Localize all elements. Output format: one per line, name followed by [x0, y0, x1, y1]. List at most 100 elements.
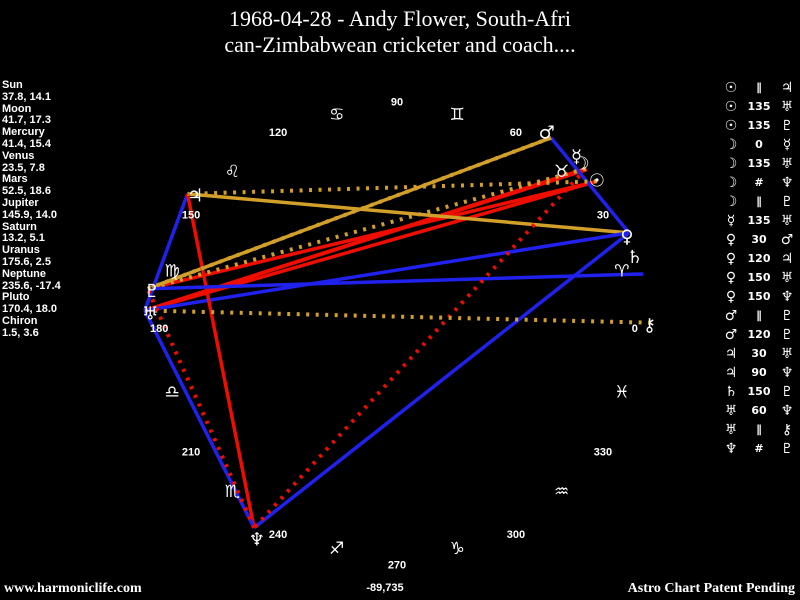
aspect-line-uranus-chiron: [144, 308, 650, 325]
aspect-type: 135: [747, 100, 771, 113]
aspect-row: ♀ 150 ♆: [720, 287, 798, 306]
uranus-glyph: ♅: [724, 402, 738, 419]
sign-gemini-icon: ♊: [450, 105, 465, 125]
aspect-row: ♀ 120 ♃: [720, 249, 798, 268]
sun-glyph: ☉: [724, 117, 738, 134]
jupiter-glyph: ♃: [724, 345, 738, 362]
aspect-type: 60: [751, 404, 767, 417]
sun-position-value: 37.8, 14.1: [2, 90, 51, 103]
aspect-row: ♄ 150 ♇: [720, 382, 798, 401]
sign-leo-icon: ♌: [225, 162, 240, 182]
aspect-type: #: [754, 176, 764, 189]
venus-planet-glyph: ♀: [620, 227, 633, 248]
aspect-row: ♀ 150 ♅: [720, 268, 798, 287]
aspect-row: ♆ # ♇: [720, 439, 798, 458]
degree-tick-210: 210: [182, 446, 200, 458]
uranus-glyph: ♅: [780, 269, 794, 286]
neptune-glyph: ♆: [780, 402, 794, 419]
degree-tick-0: 0: [632, 323, 638, 335]
saturn-glyph: ♄: [724, 383, 738, 400]
mars-label: Mars: [2, 173, 28, 186]
venus-glyph: ♀: [725, 288, 737, 305]
aspect-row: ♂ ∥ ♇: [720, 306, 798, 325]
sign-taurus-icon: ♉: [554, 162, 569, 182]
aspect-line-saturn-pluto: [147, 272, 644, 291]
sign-aquarius-icon: ♒: [554, 482, 569, 502]
mercury-glyph: ☿: [726, 212, 736, 229]
aspect-type: 30: [751, 233, 767, 246]
aspect-row: ☿ 135 ♅: [720, 211, 798, 230]
planet-position-list: Sun 37.8, 14.1 Moon 41.7, 17.3 Mercury 41.4, …: [2, 79, 122, 340]
mars-planet-glyph: ♂: [539, 123, 555, 144]
aspect-type: 135: [747, 119, 771, 132]
sun-glyph: ☉: [724, 79, 738, 96]
aspect-row: ☉ ∥ ♃: [720, 78, 798, 97]
sign-cancer-icon: ♋: [329, 105, 344, 125]
chiron-label: Chiron: [2, 314, 38, 327]
pluto-glyph: ♇: [780, 326, 794, 343]
aspect-row: ♃ 90 ♆: [720, 363, 798, 382]
aspect-row: ☽ # ♆: [720, 173, 798, 192]
aspect-row: ☉ 135 ♇: [720, 116, 798, 135]
website-link[interactable]: www.harmoniclife.com: [4, 581, 142, 596]
neptune-planet-glyph: ♆: [249, 529, 265, 550]
sun-planet-glyph: ☉: [589, 170, 605, 191]
sign-scorpio-icon: ♏: [225, 482, 240, 502]
mercury-glyph: ☿: [782, 136, 792, 153]
aspect-row: ♅ ∥ ⚷: [720, 420, 798, 439]
aspect-line-jupiter-neptune: [185, 193, 256, 529]
moon-label: Moon: [2, 102, 32, 115]
jupiter-position-value: 145.9, 14.0: [2, 208, 58, 221]
patent-notice: Astro Chart Patent Pending: [627, 581, 795, 596]
degree-tick-120: 120: [269, 127, 287, 139]
sign-sagittarius-icon: ♐: [329, 539, 344, 559]
uranus-planet-glyph: ♅: [142, 303, 158, 324]
aspect-row: ☽ ∥ ♇: [720, 192, 798, 211]
degree-tick-330: 330: [594, 446, 612, 458]
aspect-type: ∥: [756, 423, 762, 436]
pluto-glyph: ♇: [780, 383, 794, 400]
pluto-glyph: ♇: [780, 193, 794, 210]
moon-glyph: ☽: [724, 193, 738, 210]
aspect-line-venus-uranus: [144, 231, 630, 313]
aspect-line-venus-neptune: [252, 231, 631, 530]
degree-tick-90: 90: [391, 96, 403, 108]
saturn-label: Saturn: [2, 220, 37, 233]
chiron-planet-glyph: ⚷: [643, 315, 656, 336]
degree-tick-180: 180: [150, 323, 168, 335]
aspect-type: 150: [747, 271, 771, 284]
pluto-planet-glyph: ♇: [144, 281, 160, 302]
uranus-glyph: ♅: [724, 421, 738, 438]
sun-label: Sun: [2, 79, 23, 91]
moon-glyph: ☽: [724, 174, 738, 191]
uranus-glyph: ♅: [780, 98, 794, 115]
pluto-position-value: 170.4, 18.0: [2, 303, 58, 316]
degree-tick-300: 300: [507, 529, 525, 541]
aspect-row: ♂ 120 ♇: [720, 325, 798, 344]
degree-tick-30: 30: [597, 210, 609, 222]
sign-pisces-icon: ♓: [614, 382, 629, 402]
mars-glyph: ♂: [780, 231, 794, 248]
jupiter-glyph: ♃: [780, 79, 794, 96]
venus-label: Venus: [2, 149, 35, 162]
aspect-row: ☉ 135 ♅: [720, 97, 798, 116]
saturn-planet-glyph: ♄: [627, 247, 643, 268]
aspect-type: 135: [747, 157, 771, 170]
page-title-line2: can-Zimbabwean cricketer and coach....: [224, 32, 576, 57]
aspect-type: 30: [751, 347, 767, 360]
moon-position-value: 41.7, 17.3: [2, 114, 51, 127]
degree-tick-150: 150: [182, 210, 200, 222]
uranus-label: Uranus: [2, 244, 40, 257]
neptune-glyph: ♆: [780, 174, 794, 191]
uranus-glyph: ♅: [780, 212, 794, 229]
sun-glyph: ☉: [724, 98, 738, 115]
degree-tick-60: 60: [510, 127, 522, 139]
aspect-type: 150: [747, 290, 771, 303]
neptune-label: Neptune: [2, 267, 46, 280]
aspect-type: ∥: [756, 81, 762, 94]
aspect-type: 120: [747, 328, 771, 341]
sign-capricorn-icon: ♑: [450, 539, 465, 559]
venus-glyph: ♀: [725, 250, 737, 267]
aspect-line-venus-jupiter: [187, 192, 630, 235]
